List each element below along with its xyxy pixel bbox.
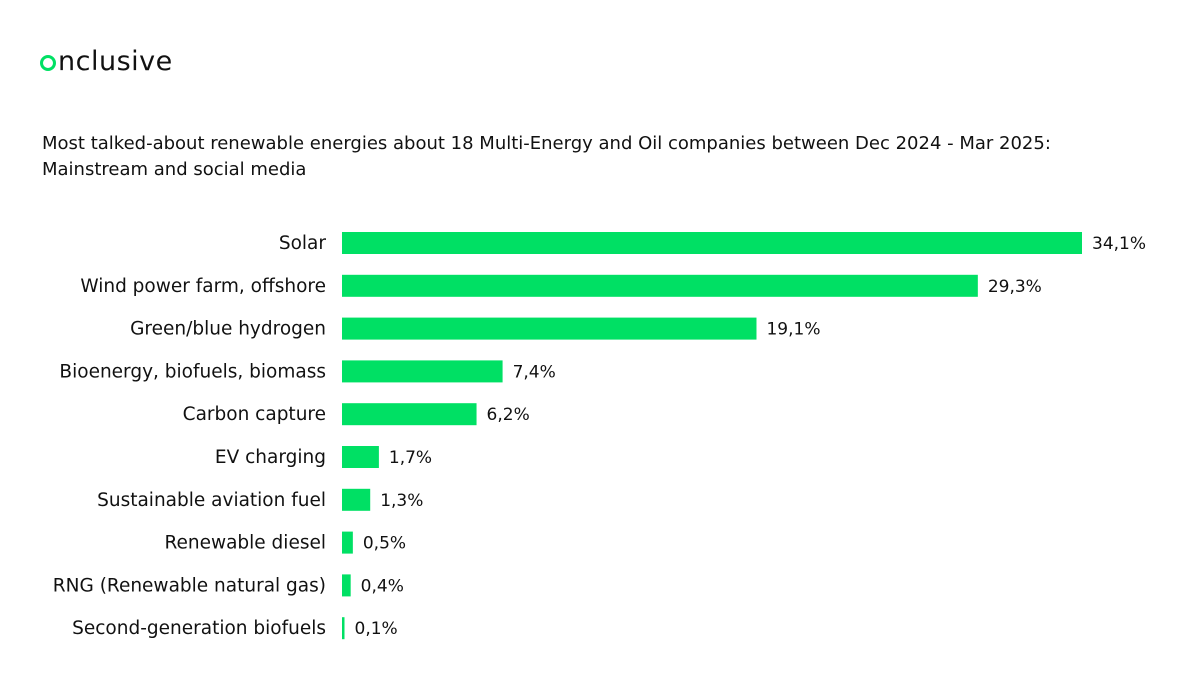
category-label: Sustainable aviation fuel bbox=[97, 490, 326, 511]
bar bbox=[342, 360, 503, 383]
value-label: 0,4% bbox=[361, 576, 404, 596]
category-label: RNG (Renewable natural gas) bbox=[53, 575, 326, 596]
category-label: Bioenergy, biofuels, biomass bbox=[59, 361, 326, 382]
value-label: 29,3% bbox=[988, 277, 1042, 297]
value-label: 0,1% bbox=[355, 619, 398, 639]
bar bbox=[342, 531, 353, 554]
value-label: 0,5% bbox=[363, 534, 406, 554]
value-label: 19,1% bbox=[766, 320, 820, 340]
logo-text: nclusive bbox=[58, 46, 173, 77]
category-label: Wind power farm, offshore bbox=[80, 276, 326, 297]
category-label: Renewable diesel bbox=[164, 533, 326, 554]
bar bbox=[342, 617, 345, 640]
value-label: 1,3% bbox=[380, 491, 423, 511]
value-label: 1,7% bbox=[389, 448, 432, 468]
category-label: Second-generation biofuels bbox=[72, 618, 326, 639]
logo-ring-icon bbox=[40, 55, 56, 71]
bar bbox=[342, 403, 477, 426]
chart-title-line-2: Mainstream and social media bbox=[42, 159, 307, 180]
bar bbox=[342, 446, 379, 468]
category-label: EV charging bbox=[215, 447, 326, 468]
category-label: Carbon capture bbox=[183, 404, 326, 425]
value-label: 7,4% bbox=[513, 362, 556, 382]
bar bbox=[342, 317, 757, 340]
bar bbox=[342, 232, 1082, 254]
bar bbox=[342, 574, 351, 597]
category-label: Green/blue hydrogen bbox=[130, 319, 326, 340]
bar bbox=[342, 274, 978, 297]
value-label: 6,2% bbox=[487, 405, 530, 425]
value-label: 34,1% bbox=[1092, 234, 1146, 254]
chart-title-line-1: Most talked-about renewable energies abo… bbox=[42, 133, 1051, 154]
chart-title: Most talked-about renewable energies abo… bbox=[42, 131, 1162, 183]
category-label: Solar bbox=[279, 233, 327, 254]
onclusive-logo: nclusive bbox=[40, 44, 173, 80]
bar bbox=[342, 488, 371, 511]
